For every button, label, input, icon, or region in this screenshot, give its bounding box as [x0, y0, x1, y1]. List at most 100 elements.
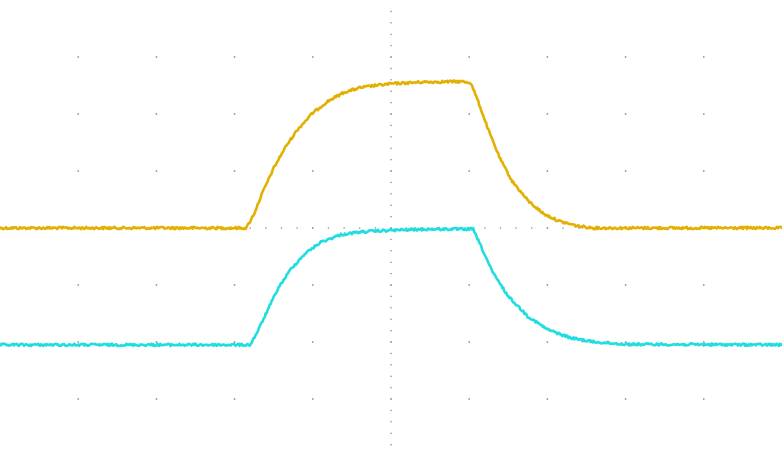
axis-tick-vertical [390, 11, 392, 13]
axis-tick-horizontal [265, 227, 267, 229]
axis-tick-vertical [390, 250, 392, 252]
grid-dot [468, 170, 470, 172]
axis-tick-vertical [390, 341, 392, 343]
grid-dot [156, 398, 158, 400]
axis-tick-vertical [390, 284, 392, 286]
grid-dot [234, 113, 236, 115]
axis-tick-vertical [390, 204, 392, 206]
axis-tick-vertical [390, 113, 392, 115]
axis-tick-vertical [390, 193, 392, 195]
grid-dot [77, 170, 79, 172]
grid-dot [156, 56, 158, 58]
axis-tick-horizontal [296, 227, 298, 229]
axis-tick-vertical [390, 307, 392, 309]
axis-tick-horizontal [328, 227, 330, 229]
grid-dot [547, 56, 549, 58]
axis-tick-vertical [390, 421, 392, 423]
axis-tick-horizontal [343, 227, 345, 229]
axis-tick-horizontal [500, 227, 502, 229]
axis-tick-vertical [390, 45, 392, 47]
axis-tick-vertical [390, 136, 392, 138]
traces [0, 80, 782, 346]
trace-line-2 [0, 228, 782, 346]
axis-tick-vertical [390, 182, 392, 184]
grid-dot [547, 113, 549, 115]
grid-dot [234, 341, 236, 343]
axis-tick-horizontal [281, 227, 283, 229]
axis-tick-horizontal [359, 227, 361, 229]
grid-dot [468, 56, 470, 58]
axis-tick-vertical [390, 159, 392, 161]
axis-tick-vertical [390, 330, 392, 332]
axis-tick-horizontal [484, 227, 486, 229]
axis-tick-vertical [390, 375, 392, 377]
grid-dot [703, 341, 705, 343]
axis-tick-vertical [390, 102, 392, 104]
axis-tick-vertical [390, 387, 392, 389]
grid-dot [77, 341, 79, 343]
grid-dot [468, 398, 470, 400]
grid-dot [77, 56, 79, 58]
grid-dot [468, 341, 470, 343]
axis-tick-vertical [390, 410, 392, 412]
grid-dot [468, 284, 470, 286]
grid-dot [703, 56, 705, 58]
grid-dot [156, 284, 158, 286]
grid-dot [312, 170, 314, 172]
grid-dot [156, 170, 158, 172]
grid-dot [234, 170, 236, 172]
grid-dot [625, 170, 627, 172]
axis-tick-horizontal [375, 227, 377, 229]
grid-dot [703, 170, 705, 172]
grid-dot [234, 284, 236, 286]
axis-tick-horizontal [531, 227, 533, 229]
axis-tick-vertical [390, 22, 392, 24]
grid-dot [234, 398, 236, 400]
grid-dot [703, 113, 705, 115]
grid-dot [312, 341, 314, 343]
axis-tick-vertical [390, 398, 392, 400]
grid-dot [312, 398, 314, 400]
axis-tick-vertical [390, 261, 392, 263]
axis-tick-vertical [390, 147, 392, 149]
axis-tick-vertical [390, 239, 392, 241]
grid-dot [547, 284, 549, 286]
grid-dot [156, 113, 158, 115]
grid-dot [234, 56, 236, 58]
axis-tick-vertical [390, 216, 392, 218]
axis-tick-horizontal [547, 227, 549, 229]
grid-dot [547, 341, 549, 343]
grid-dot [468, 113, 470, 115]
axis-tick-vertical [390, 68, 392, 70]
axis-tick-vertical [390, 353, 392, 355]
axis-tick-vertical [390, 432, 392, 434]
axis-tick-vertical [390, 33, 392, 35]
axis-tick-horizontal [515, 227, 517, 229]
grid-dot [625, 56, 627, 58]
grid-dot [312, 56, 314, 58]
axis-tick-vertical [390, 364, 392, 366]
grid-dot [312, 284, 314, 286]
axis-tick-vertical [390, 125, 392, 127]
axis-tick-horizontal [562, 227, 564, 229]
grid-dot [547, 170, 549, 172]
grid-dot [77, 113, 79, 115]
grid-dot [703, 284, 705, 286]
grid-dot [547, 398, 549, 400]
axis-tick-vertical [390, 56, 392, 58]
grid-dot [625, 284, 627, 286]
axis-tick-vertical [390, 79, 392, 81]
axis-tick-vertical [390, 273, 392, 275]
axis-tick-vertical [390, 90, 392, 92]
axis-tick-vertical [390, 296, 392, 298]
grid-dot [625, 398, 627, 400]
grid-dot [625, 113, 627, 115]
axis-tick-vertical [390, 170, 392, 172]
axis-tick-horizontal [312, 227, 314, 229]
grid-dot [77, 398, 79, 400]
axis-tick-vertical [390, 318, 392, 320]
axis-tick-vertical [390, 444, 392, 446]
grid-dot [703, 398, 705, 400]
axis-tick-horizontal [249, 227, 251, 229]
